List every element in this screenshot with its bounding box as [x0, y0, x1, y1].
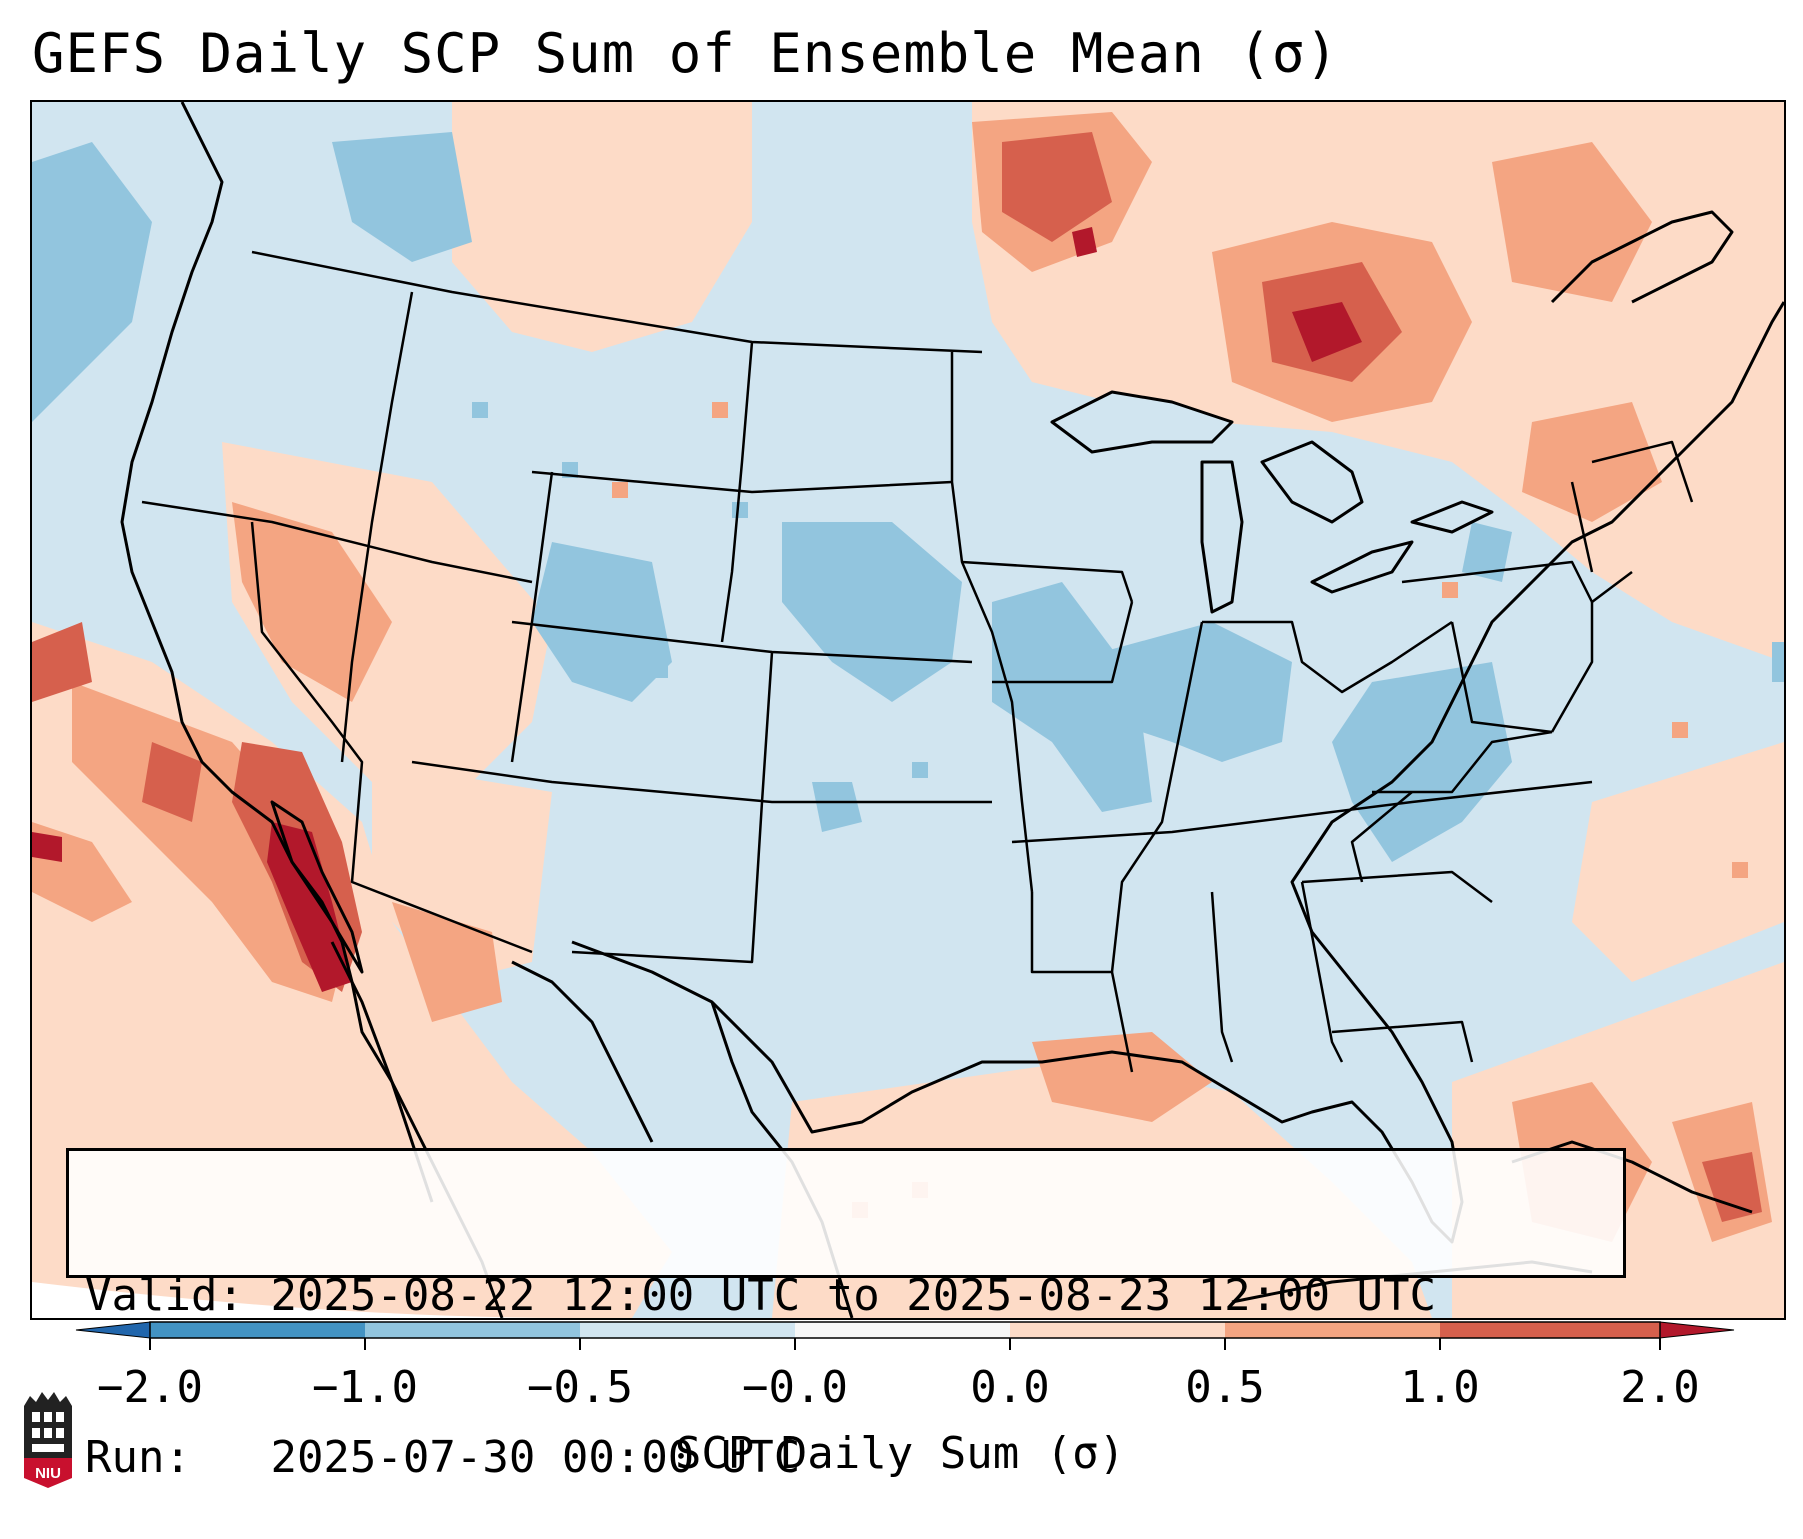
valid-label: Valid:: [85, 1270, 244, 1321]
valid-value: 2025-08-22 12:00 UTC to 2025-08-23 12:00…: [270, 1270, 1436, 1321]
colorbar-bin-1: [150, 1322, 365, 1338]
valid-line: Valid: 2025-08-22 12:00 UTC to 2025-08-2…: [85, 1269, 1607, 1323]
colorbar-bin-3: [580, 1322, 795, 1338]
colorbar-tick-label: 0.5: [1185, 1362, 1264, 1413]
logo-text: NIU: [35, 1465, 61, 1482]
map-title: GEFS Daily SCP Sum of Ensemble Mean (σ): [32, 22, 1339, 85]
colorbar-bin-7: [1440, 1322, 1660, 1338]
colorbar-bin-5: [1010, 1322, 1225, 1338]
colorbar-label: SCP Daily Sum (σ): [675, 1428, 1125, 1479]
colorbar-over-extend: [1660, 1322, 1734, 1338]
colorbar-tick-label: −0.5: [527, 1362, 633, 1413]
colorbar: [0, 1316, 1803, 1376]
colorbar-tick-label: 1.0: [1400, 1362, 1479, 1413]
colorbar-tick-label: −0.0: [742, 1362, 848, 1413]
run-label: Run:: [85, 1432, 191, 1483]
colorbar-tick-label: 2.0: [1620, 1362, 1699, 1413]
colorbar-tick-label: −1.0: [312, 1362, 418, 1413]
colorbar-bin-6: [1225, 1322, 1440, 1338]
colorbar-tick-label: 0.0: [970, 1362, 1049, 1413]
colorbar-tick-label: −2.0: [97, 1362, 203, 1413]
valid-run-info-box: Valid: 2025-08-22 12:00 UTC to 2025-08-2…: [66, 1148, 1626, 1278]
colorbar-tick-marks: [150, 1338, 1660, 1350]
map-panel: [30, 100, 1786, 1320]
colorbar-under-extend: [76, 1322, 150, 1338]
colorbar-bin-2: [365, 1322, 580, 1338]
map-svg: [32, 102, 1784, 1318]
niu-logo-icon: NIU: [20, 1388, 76, 1488]
colorbar-bin-4: [795, 1322, 1010, 1338]
